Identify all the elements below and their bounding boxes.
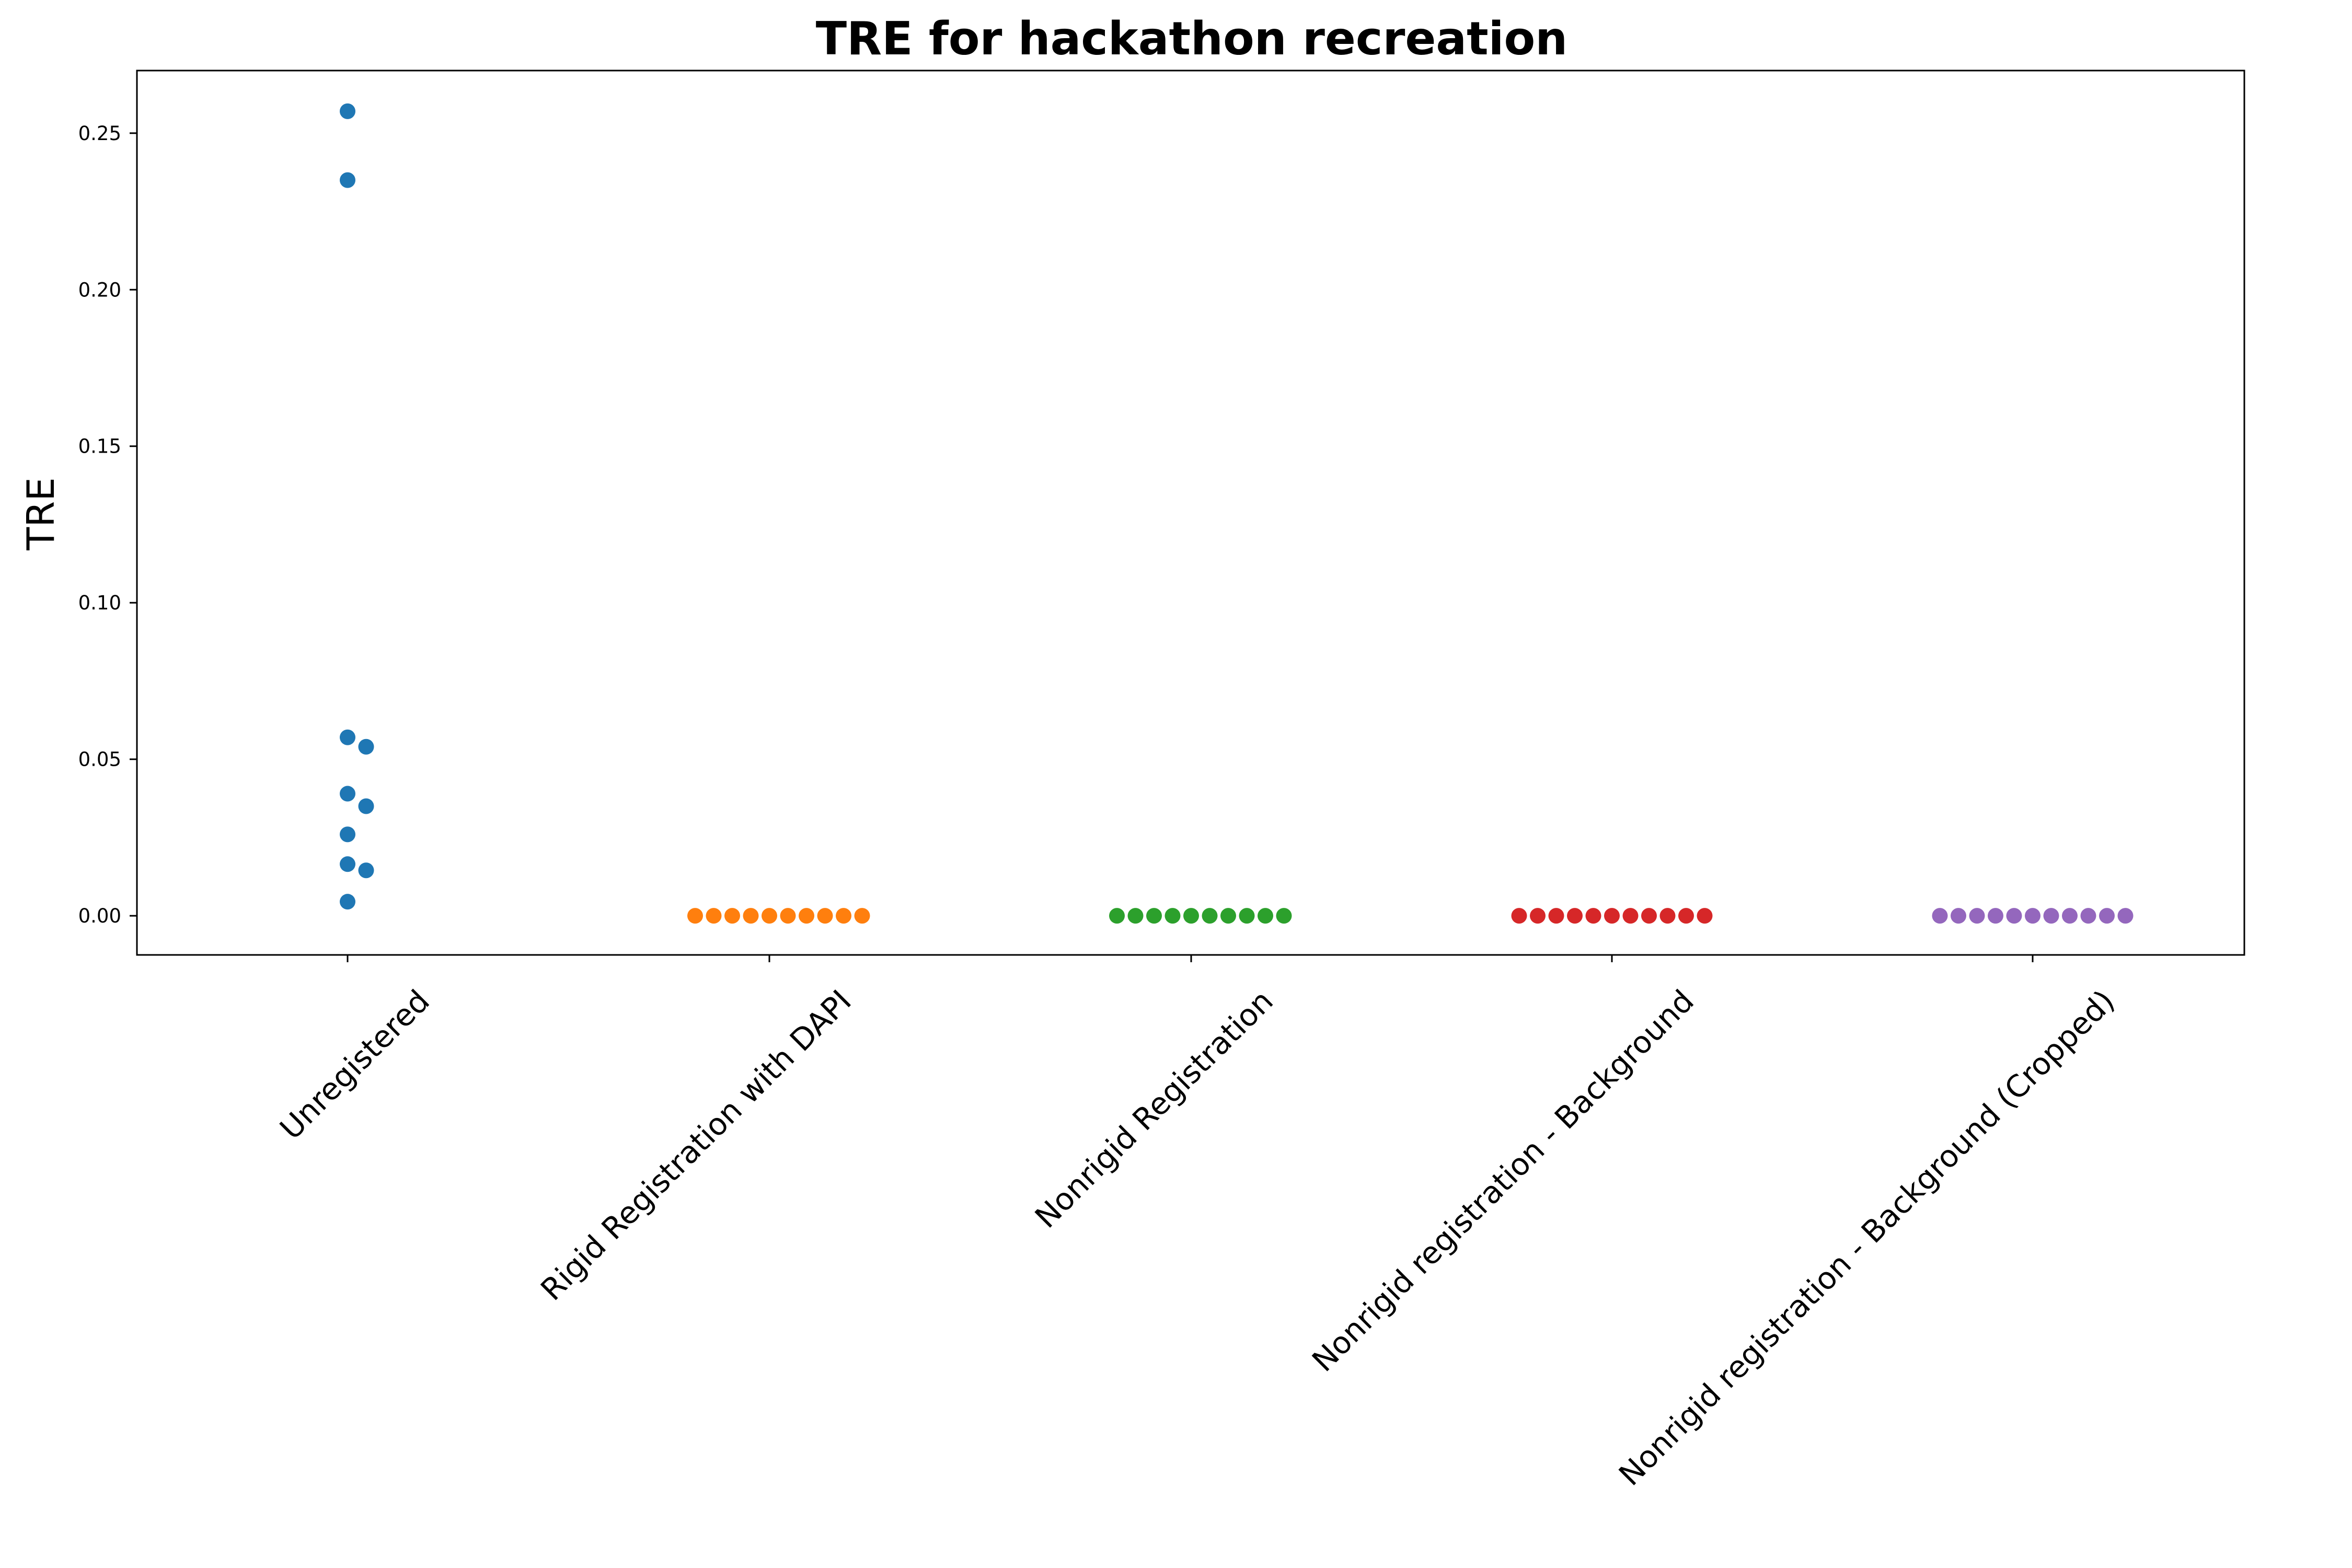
y-tick-label: 0.25 [78,122,121,145]
data-point [1548,908,1564,924]
data-point [2025,908,2040,924]
data-point [1165,908,1181,924]
data-point [358,862,374,879]
data-point [1146,908,1162,924]
data-point [2117,908,2134,924]
y-tick-label: 0.05 [78,748,121,771]
y-axis-ticks: 0.00 0.05 0.10 0.15 0.20 0.25 [78,122,137,927]
data-point [340,856,355,872]
data-point [2006,908,2022,924]
data-point [1951,908,1966,924]
y-tick-label: 0.10 [78,592,121,614]
data-point [1127,908,1144,924]
data-point [1659,908,1676,924]
data-point [1258,908,1273,924]
data-point [1585,908,1601,924]
data-point [1932,908,1948,924]
data-point [340,826,355,843]
data-point [2080,908,2096,924]
data-point [1239,908,1255,924]
x-tick-label: Nonrigid Registration [1028,983,1280,1235]
data-point [1641,908,1657,924]
data-point [836,908,851,924]
data-point [1511,908,1527,924]
data-point [1697,908,1713,924]
y-tick-label: 0.20 [78,279,121,301]
x-tick-label: Nonrigid registration - Background (Crop… [1612,983,2122,1493]
data-point [340,103,355,119]
x-tick-label: Unregistered [273,983,436,1147]
data-point [340,172,355,188]
data-point [340,786,355,802]
data-point [1969,908,1985,924]
data-point [1220,908,1236,924]
data-point [340,894,355,910]
data-point [1183,908,1199,924]
data-points [340,103,2134,924]
data-point [1567,908,1583,924]
x-tick-label: Nonrigid registration - Background [1305,983,1701,1379]
x-axis-ticks: Unregistered Rigid Registration with DAPI… [273,955,2122,1493]
plot-area-frame [136,70,2245,956]
data-point [1604,908,1620,924]
data-point [743,908,759,924]
data-point [780,908,796,924]
data-point [1678,908,1694,924]
data-point [687,908,703,924]
data-point [799,908,814,924]
data-point [1530,908,1546,924]
data-point [2062,908,2078,924]
chart-title: TRE for hackathon recreation [816,12,1567,65]
data-point [358,739,374,755]
data-point [1988,908,2003,924]
data-point [1622,908,1639,924]
data-point [358,798,374,814]
data-point [854,908,870,924]
data-point [1109,908,1125,924]
data-point [2099,908,2115,924]
y-axis-label: TRE [19,477,63,551]
y-tick-label: 0.00 [78,905,121,927]
x-tick-label: Rigid Registration with DAPI [534,983,858,1308]
data-point [724,908,740,924]
y-tick-label: 0.15 [78,435,121,458]
data-point [340,729,355,745]
data-point [2043,908,2059,924]
data-point [817,908,833,924]
data-point [1202,908,1218,924]
data-point [706,908,722,924]
data-point [762,908,777,924]
data-point [1276,908,1292,924]
